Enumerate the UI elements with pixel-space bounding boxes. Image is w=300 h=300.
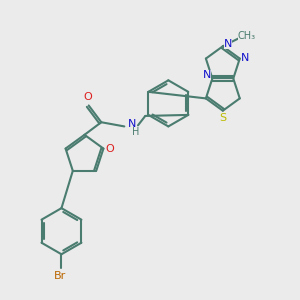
Text: O: O <box>83 92 92 102</box>
Text: CH₃: CH₃ <box>238 31 256 41</box>
Text: O: O <box>105 144 114 154</box>
Text: S: S <box>219 113 226 123</box>
Text: N: N <box>241 52 249 62</box>
Text: N: N <box>128 119 136 129</box>
Text: Br: Br <box>54 271 67 281</box>
Text: N: N <box>203 70 211 80</box>
Text: N: N <box>224 39 232 49</box>
Text: H: H <box>132 127 140 137</box>
